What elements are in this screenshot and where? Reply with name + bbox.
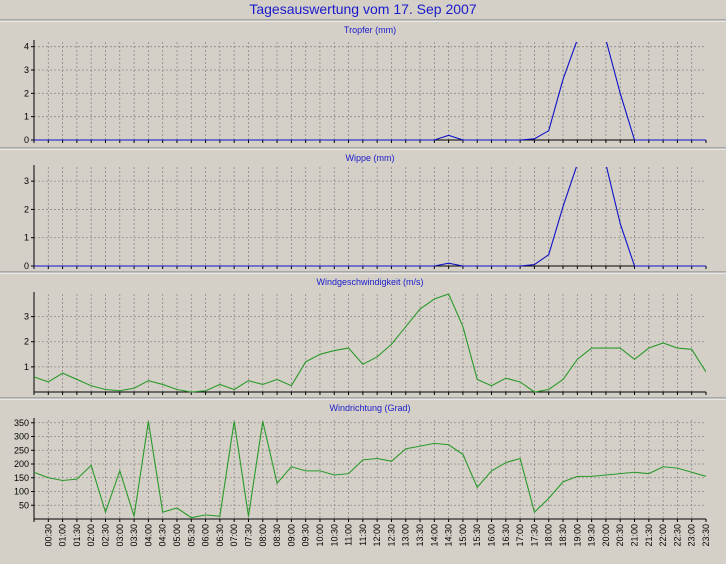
x-tick-label: 18:00 [544, 524, 554, 547]
x-tick-label: 20:00 [601, 524, 611, 547]
x-tick-label: 07:00 [229, 524, 239, 547]
chart-panel-2: Wippe (mm) 0 1 2 3 [0, 147, 726, 272]
y-tick-label: 2 [24, 204, 29, 214]
panel-title: Wippe (mm) [346, 153, 395, 163]
x-tick-label: 08:00 [258, 524, 268, 547]
x-axis-labels: 00:30 01:00 01:30 02:00 02:30 03:00 03:30 04:00… [43, 524, 711, 547]
panel-title: Windrichtung (Grad) [329, 403, 410, 413]
chart-panel-3: Windgeschwindigkeit (m/s) 1 2 3 [0, 271, 726, 398]
x-tick-label: 06:00 [201, 524, 211, 547]
x-tick-label: 13:00 [401, 524, 411, 547]
y-tick-label: 3 [24, 312, 29, 322]
x-tick-label: 23:30 [701, 524, 711, 547]
x-tick-label: 17:30 [529, 524, 539, 547]
x-tick-label: 17:00 [515, 524, 525, 547]
x-tick-label: 11:30 [358, 524, 368, 546]
page-title: Tagesauswertung vom 17. Sep 2007 [249, 1, 477, 17]
x-tick-label: 14:00 [429, 524, 439, 547]
x-tick-label: 09:00 [286, 524, 296, 547]
y-tick-label: 150 [14, 473, 29, 483]
x-tick-label: 21:30 [644, 524, 654, 547]
series-line [34, 42, 706, 141]
x-tick-label: 11:00 [344, 524, 354, 546]
chart-panel-4: Windrichtung (Grad) 50 100 150 200 250 300 350 [0, 397, 726, 564]
series-line [34, 293, 706, 393]
y-tick-label: 250 [14, 445, 29, 455]
x-tick-label: 05:30 [186, 524, 196, 547]
x-tick-label: 09:30 [301, 524, 311, 547]
x-tick-label: 22:00 [658, 524, 668, 547]
x-tick-label: 19:30 [587, 524, 597, 547]
x-tick-label: 10:00 [315, 524, 325, 547]
panel-title: Windgeschwindigkeit (m/s) [316, 277, 423, 287]
x-tick-label: 20:30 [615, 524, 625, 547]
y-tick-label: 0 [24, 135, 29, 145]
x-tick-label: 23:00 [687, 524, 697, 547]
chart-panel-1: Tropfer (mm) 0 1 2 3 4 [0, 19, 726, 148]
x-tick-label: 16:30 [501, 524, 511, 547]
x-tick-label: 04:00 [143, 524, 153, 547]
x-tick-label: 03:00 [115, 524, 125, 547]
y-tick-label: 50 [19, 500, 29, 510]
x-tick-label: 15:30 [472, 524, 482, 547]
x-tick-label: 01:30 [72, 524, 82, 547]
x-tick-label: 19:00 [572, 524, 582, 547]
series-line [34, 421, 706, 519]
y-tick-label: 100 [14, 487, 29, 497]
x-tick-label: 14:30 [444, 524, 454, 547]
y-tick-label: 1 [24, 362, 29, 372]
x-tick-label: 13:30 [415, 524, 425, 547]
x-tick-label: 22:30 [672, 524, 682, 547]
x-tick-label: 07:30 [243, 524, 253, 547]
x-tick-label: 05:00 [172, 524, 182, 547]
y-tick-label: 2 [24, 337, 29, 347]
y-tick-label: 4 [24, 42, 29, 52]
x-tick-label: 15:00 [458, 524, 468, 547]
series-line [34, 167, 706, 267]
y-tick-label: 350 [14, 418, 29, 428]
x-tick-label: 02:00 [86, 524, 96, 547]
x-tick-label: 18:30 [558, 524, 568, 547]
x-tick-label: 00:30 [43, 524, 53, 547]
panel-background [0, 21, 726, 148]
y-tick-label: 200 [14, 459, 29, 469]
y-tick-label: 3 [24, 65, 29, 75]
x-tick-label: 01:00 [58, 524, 68, 547]
x-tick-label: 04:30 [158, 524, 168, 547]
y-tick-label: 1 [24, 233, 29, 243]
x-tick-label: 21:00 [630, 524, 640, 547]
y-tick-label: 2 [24, 88, 29, 98]
panel-title: Tropfer (mm) [344, 25, 396, 35]
x-tick-label: 12:00 [372, 524, 382, 547]
x-tick-label: 10:30 [329, 524, 339, 547]
y-tick-label: 0 [24, 261, 29, 271]
y-tick-label: 300 [14, 432, 29, 442]
y-tick-label: 3 [24, 176, 29, 186]
x-tick-label: 02:30 [100, 524, 110, 547]
x-tick-label: 06:30 [215, 524, 225, 547]
x-tick-label: 16:00 [487, 524, 497, 547]
x-tick-label: 08:30 [272, 524, 282, 547]
y-tick-label: 1 [24, 112, 29, 122]
x-tick-label: 03:30 [129, 524, 139, 547]
x-tick-label: 12:30 [386, 524, 396, 547]
